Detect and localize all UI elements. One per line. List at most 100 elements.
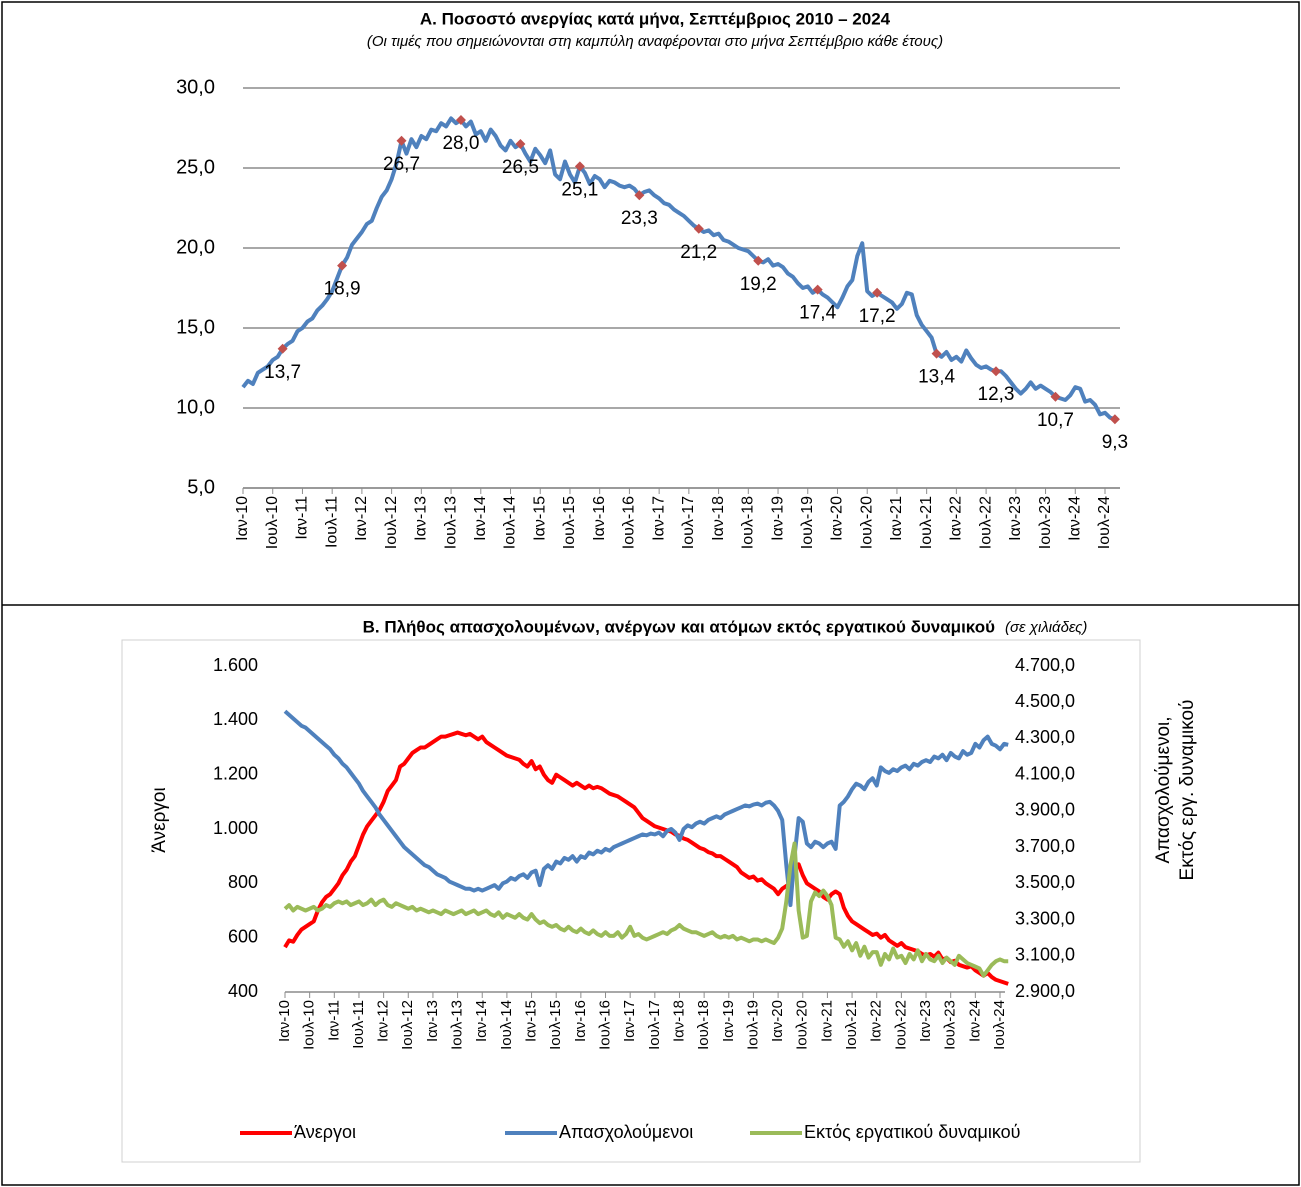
y-tick-label: 25,0 [176,156,215,178]
series-line [241,116,1116,422]
marker [515,139,526,149]
x-tick-label: Ιαν-23 [1007,496,1024,541]
x-tick-label: Ιουλ-20 [794,1000,811,1050]
x-tick-label: Ιουλ-13 [442,496,459,549]
y2-tick-label: 4.700,0 [1015,655,1075,675]
y-tick-label: 30,0 [176,76,215,98]
x-tick-label: Ιαν-16 [591,496,608,541]
marker [277,343,288,354]
x-tick-label: Ιουλ-21 [843,1000,860,1050]
x-tick-label: Ιαν-14 [473,1000,490,1042]
x-tick-label: Ιαν-11 [294,496,311,540]
chart-b-frame [121,639,1141,1163]
x-tick-label: Ιουλ-12 [399,1000,416,1050]
x-tick-label: Ιουλ-19 [744,1000,761,1050]
x-tick-label: Ιουλ-22 [977,496,994,549]
x-tick-label: Ιαν-22 [948,496,965,541]
x-tick-label: Ιουλ-23 [1037,496,1054,549]
x-tick-label: Ιουλ-14 [498,1000,515,1050]
x-tick-label: Ιαν-24 [966,1000,983,1042]
series-line [283,841,1009,978]
x-tick-label: Ιουλ-12 [383,496,400,549]
chart-subtitle: (σε χιλιάδες) [1005,619,1087,636]
data-label: 18,9 [324,279,361,300]
x-tick-label: Ιουλ-10 [301,1000,318,1050]
data-label: 10,7 [1037,410,1074,431]
data-label: 17,2 [859,306,896,327]
x-tick-label: Ιαν-17 [621,1000,638,1042]
y2-tick-label: 4.300,0 [1015,727,1075,747]
y2-tick-label: 4.500,0 [1015,691,1075,711]
x-tick-label: Ιουλ-23 [942,1000,959,1050]
x-tick-label: Ιαν-12 [375,1000,392,1042]
x-tick-label: Ιουλ-11 [350,1000,367,1049]
y2-tick-label: 3.100,0 [1015,945,1075,965]
data-label: 28,0 [442,133,479,154]
legend-label: Εκτός εργατικού δυναμικού [804,1122,1021,1142]
x-tick-label: Ιαν-10 [234,496,251,541]
x-tick-label: Ιαν-23 [917,1000,934,1042]
data-label: 26,7 [383,154,420,175]
y-tick-label: 800 [228,872,258,892]
x-tick-label: Ιαν-22 [868,1000,885,1042]
marker [753,255,764,266]
x-tick-label: Ιαν-24 [1066,496,1083,541]
y2-tick-label: 3.300,0 [1015,908,1075,928]
marker [931,348,942,359]
data-label: 23,3 [621,208,658,229]
data-label: 12,3 [978,384,1015,405]
x-tick-label: Ιαν-20 [829,496,846,541]
x-tick-label: Ιουλ-24 [1096,496,1113,549]
x-tick-label: Ιουλ-17 [646,1000,663,1050]
y-tick-label: 15,0 [176,316,215,338]
data-label: 13,7 [264,362,301,383]
series-line [283,730,1009,986]
x-tick-label: Ιουλ-11 [323,496,340,548]
data-label: 26,5 [502,157,539,178]
marker [634,190,645,201]
marker [693,223,704,234]
data-label: 9,3 [1102,432,1128,453]
chart-title: Α. Ποσοστό ανεργίας κατά μήνα, Σεπτέμβρι… [420,9,891,28]
y-tick-label: 1.200 [213,763,258,783]
y-tick-label: 400 [228,981,258,1001]
chart-subtitle: (Οι τιμές που σημειώνονται στη καμπύλη α… [367,33,943,50]
x-tick-label: Ιουλ-10 [264,496,281,549]
y2-axis-title: Εκτός εργ. δυναμικού [1177,700,1198,881]
x-tick-label: Ιαν-13 [424,1000,441,1042]
y2-tick-label: 3.700,0 [1015,836,1075,856]
legend-label: Απασχολούμενοι [559,1122,693,1142]
x-tick-label: Ιουλ-24 [991,1000,1008,1050]
data-label: 19,2 [740,274,777,295]
x-tick-label: Ιαν-14 [472,496,489,541]
x-tick-label: Ιαν-13 [413,496,430,541]
marker [574,161,585,172]
y2-tick-label: 4.100,0 [1015,763,1075,783]
y-tick-label: 5,0 [187,476,215,498]
x-tick-label: Ιουλ-13 [449,1000,466,1050]
x-tick-label: Ιαν-11 [325,1000,342,1041]
marker [991,366,1002,377]
x-tick-label: Ιαν-19 [769,496,786,541]
series-line [283,709,1009,908]
data-label: 17,4 [799,303,836,324]
x-tick-label: Ιαν-12 [353,496,370,541]
marker [1050,391,1061,402]
marker [1109,414,1120,425]
marker [812,284,823,295]
x-tick-label: Ιαν-15 [531,496,548,541]
data-label: 25,1 [561,179,598,200]
x-tick-label: Ιουλ-22 [892,1000,909,1050]
y-tick-label: 600 [228,926,258,946]
y-tick-label: 20,0 [176,236,215,258]
x-tick-label: Ιουλ-18 [740,496,757,549]
x-tick-label: Ιουλ-15 [547,1000,564,1050]
y2-tick-label: 3.900,0 [1015,800,1075,820]
marker [455,115,466,125]
marker [396,135,407,146]
x-tick-label: Ιουλ-16 [621,496,638,549]
y2-axis-title: Απασχολούμενοι, [1153,716,1174,863]
y-tick-label: 1.000 [213,818,258,838]
